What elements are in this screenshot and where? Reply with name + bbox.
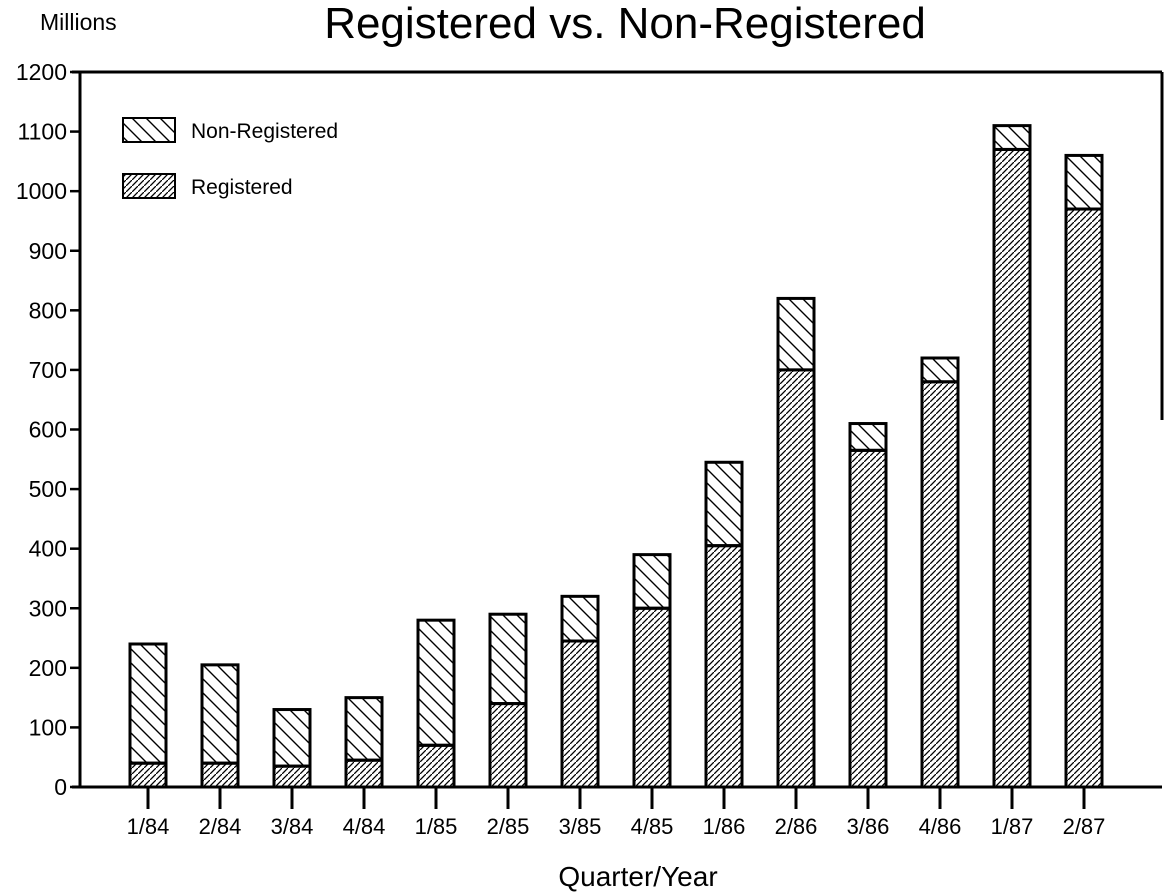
x-tick-label: 1/86 [703, 814, 746, 839]
bar-non-registered [632, 553, 672, 610]
bar-registered [992, 147, 1032, 789]
bar-registered [1064, 207, 1104, 789]
bar-non-registered [704, 460, 744, 548]
y-tick-label: 200 [29, 655, 67, 681]
bar-registered [560, 639, 600, 789]
chart-title: Registered vs. Non-Registered [324, 0, 926, 48]
x-tick-label: 3/84 [271, 814, 314, 839]
bar-registered [344, 758, 384, 789]
bar-registered [704, 544, 744, 789]
x-axis-title: Quarter/Year [558, 861, 717, 892]
bar-registered [920, 380, 960, 789]
y-tick-label: 1200 [16, 59, 67, 85]
x-tick-label: 1/84 [127, 814, 170, 839]
legend: Non-Registered Registered [122, 117, 338, 199]
y-tick-label: 600 [29, 417, 67, 443]
legend-swatch-non-registered [122, 117, 176, 143]
bar-registered [272, 764, 312, 789]
y-tick-label: 0 [54, 774, 67, 800]
plot-frame [72, 70, 1164, 789]
bars-group [128, 124, 1104, 789]
bar-non-registered [416, 618, 456, 747]
y-tick-label: 400 [29, 536, 67, 562]
x-axis: 1/84 2/84 3/84 4/84 1/85 2/85 3/85 4/85 1/86 2/86… [127, 787, 1106, 839]
legend-label-registered: Registered [191, 176, 293, 199]
bar-registered [128, 761, 168, 789]
x-tick-label: 2/86 [775, 814, 818, 839]
bar-registered [776, 368, 816, 789]
x-tick-label: 4/85 [631, 814, 674, 839]
bar-registered [200, 761, 240, 789]
bar-non-registered [920, 356, 960, 384]
y-tick-label: 900 [29, 238, 67, 264]
y-tick-label: 500 [29, 476, 67, 502]
y-tick-label: 100 [29, 714, 67, 740]
bar-non-registered [848, 422, 888, 452]
y-unit-label: Millions [40, 9, 117, 35]
bar-non-registered [200, 663, 240, 765]
y-tick-label: 1100 [18, 119, 67, 145]
legend-swatch-registered [122, 173, 176, 199]
legend-label-non-registered: Non-Registered [191, 120, 338, 143]
bar-registered [848, 448, 888, 789]
x-tick-label: 1/87 [991, 814, 1034, 839]
bar-non-registered [776, 296, 816, 372]
y-tick-label: 300 [29, 595, 67, 621]
x-tick-label: 4/86 [919, 814, 962, 839]
x-tick-label: 3/85 [559, 814, 602, 839]
bar-non-registered [560, 594, 600, 643]
y-tick-label: 700 [29, 357, 67, 383]
x-tick-label: 2/84 [199, 814, 242, 839]
bar-non-registered [1064, 153, 1104, 211]
x-tick-label: 1/85 [415, 814, 458, 839]
bar-non-registered [992, 124, 1032, 151]
x-tick-label: 3/86 [847, 814, 890, 839]
bar-registered [632, 606, 672, 789]
bar-registered [416, 743, 456, 789]
bar-non-registered [272, 708, 312, 768]
bar-non-registered [128, 642, 168, 765]
x-tick-label: 2/85 [487, 814, 530, 839]
x-tick-label: 2/87 [1063, 814, 1106, 839]
y-axis: 0 100 200 300 400 500 600 700 800 900 1000 1100 1200 [16, 59, 80, 800]
bar-non-registered [488, 612, 528, 706]
bar-non-registered [344, 696, 384, 762]
y-tick-label: 800 [29, 297, 67, 323]
y-tick-label: 1000 [16, 178, 67, 204]
x-tick-label: 4/84 [343, 814, 386, 839]
bar-registered [488, 702, 528, 789]
